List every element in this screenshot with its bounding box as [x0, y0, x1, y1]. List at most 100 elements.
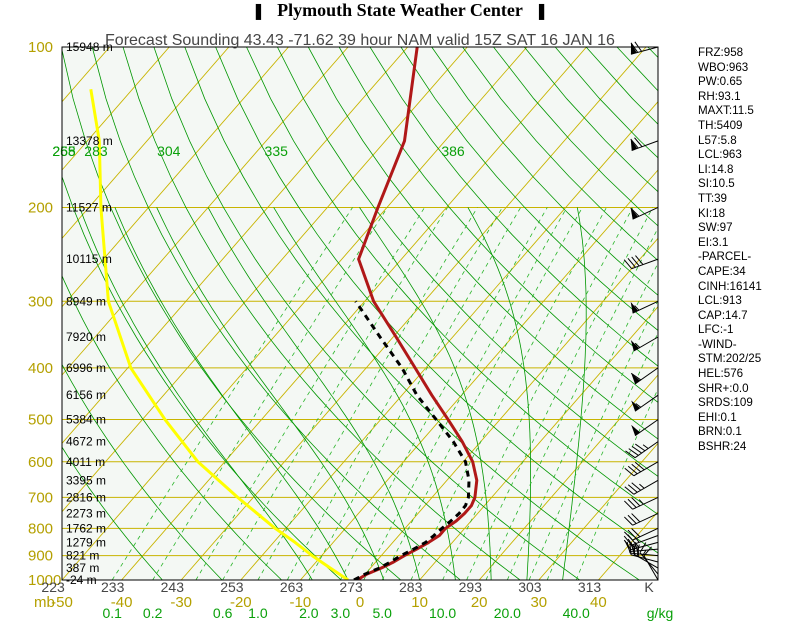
- wind-barb-full: [628, 448, 639, 456]
- theta-label: 255: [52, 143, 76, 159]
- wind-barb-shaft: [634, 419, 659, 437]
- moist-adiabat: [562, 207, 587, 580]
- wind-barb: [630, 206, 659, 220]
- wind-barb-half: [635, 403, 642, 408]
- pressure-tick-label: 600: [28, 454, 53, 471]
- wind-barb: [624, 461, 659, 477]
- index-entry: STM:202/25: [698, 352, 762, 366]
- mixing-ratio-line: [257, 207, 478, 580]
- wind-barb: [631, 419, 659, 437]
- pressure-tick-label: 800: [28, 520, 53, 537]
- mixing-ratio-tick-label: 5.0: [372, 605, 392, 621]
- isotherm-line: [478, 374, 658, 580]
- index-entry: SRDS:109: [698, 396, 753, 410]
- index-entry: TH:5409: [698, 118, 743, 132]
- temperature-tick-label: -10: [290, 594, 312, 611]
- height-label: 7920 m: [66, 330, 106, 344]
- kelvin-tick-label: 273: [339, 579, 363, 595]
- wind-barb-shaft: [632, 512, 659, 526]
- wind-barb-full: [634, 461, 645, 471]
- wind-barb-full: [627, 538, 636, 549]
- wind-barb-shaft: [634, 367, 659, 385]
- theta-label: 335: [265, 143, 289, 159]
- isotherm-line: [62, 47, 230, 240]
- wind-barb-full: [631, 463, 642, 473]
- wind-barb-full: [623, 535, 633, 546]
- wind-barb-pennant: [630, 139, 638, 151]
- dewpoint-trace: [353, 300, 471, 580]
- theta-label: 386: [441, 143, 465, 159]
- index-entry: HEL:576: [698, 367, 744, 381]
- isotherm-line: [121, 47, 587, 580]
- wind-barb-shaft: [631, 140, 659, 151]
- height-label: 3395 m: [66, 473, 106, 487]
- wind-barb-full: [627, 498, 637, 508]
- wind-barb-full: [630, 42, 639, 53]
- moist-adiabat: [207, 207, 420, 580]
- moist-adiabat: [273, 207, 456, 580]
- isotherm-line: [62, 47, 409, 445]
- header: ❚ Plymouth State Weather Center ❚: [0, 0, 800, 24]
- mixing-ratio-tick-label: 2.0: [299, 605, 319, 621]
- wind-barb-half: [639, 483, 645, 489]
- mixing-ratio-line: [466, 207, 654, 580]
- index-entry: LI:14.8: [698, 162, 734, 176]
- moist-adiabat: [156, 207, 385, 580]
- wind-barb-shaft: [632, 527, 659, 541]
- wind-barb-full: [624, 486, 635, 495]
- temperature-tick-label: 20: [471, 594, 488, 611]
- wind-barb-pennant: [630, 339, 639, 351]
- temperature-axis-label: mb: [34, 594, 55, 611]
- height-label: 2816 m: [66, 490, 106, 504]
- pressure-tick-label: 300: [28, 293, 53, 310]
- pressure-tick-label: 400: [28, 360, 53, 377]
- wind-barb-pennant: [631, 373, 640, 384]
- isotherm-line: [62, 47, 468, 513]
- wind-barb-full: [624, 467, 635, 477]
- mixing-ratio-tick-label: 40.0: [563, 605, 590, 621]
- height-label: 11527 m: [66, 200, 112, 214]
- mixing-ratio-line: [485, 227, 658, 580]
- mixing-ratio-tick-label: 0.2: [143, 605, 163, 621]
- wind-barb-shaft: [634, 441, 659, 459]
- dry-adiabat: [62, 274, 282, 580]
- temperature-tick-label: -40: [111, 594, 133, 611]
- dry-adiabat: [91, 47, 461, 580]
- height-label: 13378 m: [66, 134, 113, 148]
- height-label: 1762 m: [66, 521, 106, 535]
- index-entry: MAXT:11.5: [698, 104, 754, 118]
- wind-barb-full: [631, 528, 641, 538]
- height-label: 4672 m: [66, 435, 106, 449]
- wind-barb-full: [630, 372, 642, 381]
- wind-barb-half: [642, 444, 649, 449]
- mixing-ratio-line: [506, 262, 658, 580]
- wind-barb-shaft: [633, 479, 659, 495]
- mixing-ratio-unit-label: g/kg: [647, 605, 673, 621]
- mixing-ratio-tick-label: 3.0: [331, 605, 351, 621]
- wind-barb-full: [625, 450, 636, 459]
- index-entry: CINH:16141: [698, 279, 762, 293]
- isotherm-line: [62, 47, 349, 376]
- temperature-trace: [356, 47, 479, 580]
- wind-barb-full: [627, 258, 636, 268]
- mixing-ratio-tick-label: 0.1: [102, 605, 122, 621]
- mixing-ratio-line: [340, 207, 548, 580]
- moist-adiabat: [79, 207, 313, 580]
- plot-frame: [61, 46, 659, 581]
- wind-barb-full: [623, 500, 633, 510]
- wind-barb-shaft: [630, 541, 659, 551]
- wind-barb-shaft: [632, 496, 659, 510]
- kelvin-tick-label: 283: [399, 579, 423, 595]
- index-entry: -WIND-: [698, 337, 737, 351]
- wind-barb-full: [627, 465, 638, 475]
- index-entry: FRZ:958: [698, 46, 744, 59]
- height-label: 8949 m: [66, 294, 106, 308]
- kelvin-tick-label: K: [644, 579, 654, 595]
- index-entry: CAP:14.7: [698, 308, 748, 322]
- wind-barb-shaft: [630, 46, 659, 55]
- isotherm-line: [180, 47, 647, 580]
- temperature-tick-label: 30: [530, 594, 547, 611]
- wind-barb-full: [635, 255, 644, 265]
